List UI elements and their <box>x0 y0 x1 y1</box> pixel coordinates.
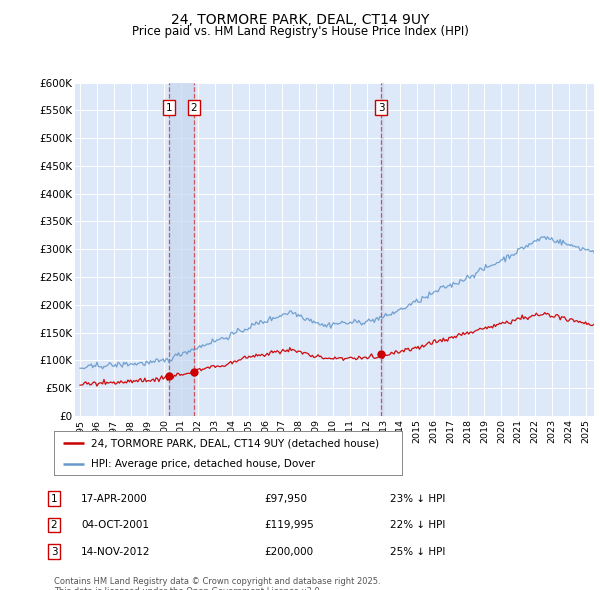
Text: 14-NOV-2012: 14-NOV-2012 <box>81 547 151 556</box>
Text: 24, TORMORE PARK, DEAL, CT14 9UY (detached house): 24, TORMORE PARK, DEAL, CT14 9UY (detach… <box>91 438 379 448</box>
Text: 04-OCT-2001: 04-OCT-2001 <box>81 520 149 530</box>
Text: £97,950: £97,950 <box>264 494 307 503</box>
Text: 3: 3 <box>50 547 58 556</box>
Bar <box>169 83 194 416</box>
Text: 2: 2 <box>50 520 58 530</box>
Text: 23% ↓ HPI: 23% ↓ HPI <box>390 494 445 503</box>
Text: 22% ↓ HPI: 22% ↓ HPI <box>390 520 445 530</box>
Text: 24, TORMORE PARK, DEAL, CT14 9UY: 24, TORMORE PARK, DEAL, CT14 9UY <box>171 13 429 27</box>
Text: 1: 1 <box>50 494 58 503</box>
Text: 1: 1 <box>166 103 173 113</box>
Bar <box>381 83 383 416</box>
Text: HPI: Average price, detached house, Dover: HPI: Average price, detached house, Dove… <box>91 459 314 469</box>
Text: 2: 2 <box>190 103 197 113</box>
Text: Price paid vs. HM Land Registry's House Price Index (HPI): Price paid vs. HM Land Registry's House … <box>131 25 469 38</box>
Text: 3: 3 <box>378 103 385 113</box>
Text: £200,000: £200,000 <box>264 547 313 556</box>
Text: Contains HM Land Registry data © Crown copyright and database right 2025.
This d: Contains HM Land Registry data © Crown c… <box>54 577 380 590</box>
Text: 25% ↓ HPI: 25% ↓ HPI <box>390 547 445 556</box>
Text: 17-APR-2000: 17-APR-2000 <box>81 494 148 503</box>
Text: £119,995: £119,995 <box>264 520 314 530</box>
